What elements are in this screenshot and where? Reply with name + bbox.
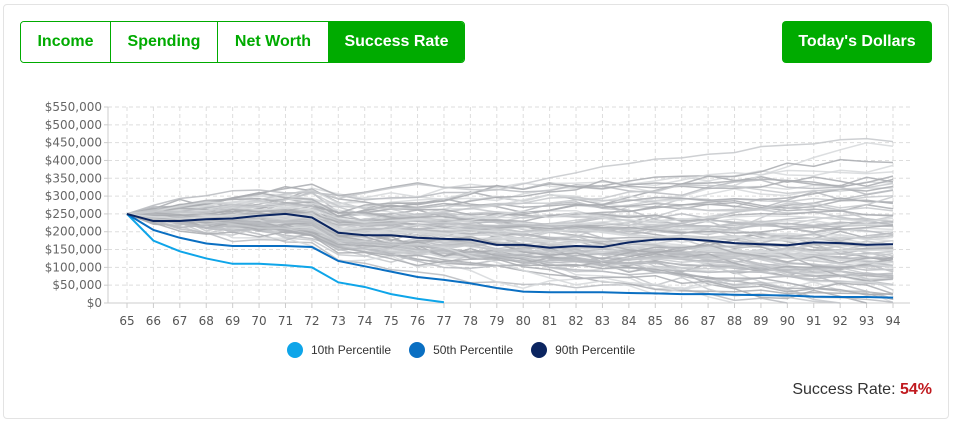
tab-income[interactable]: Income — [21, 22, 111, 62]
x-tick-label: 81 — [542, 314, 557, 328]
x-tick-label: 80 — [516, 314, 531, 328]
legend-swatch — [409, 342, 426, 358]
y-tick-label: $550,000 — [45, 100, 102, 114]
x-tick-label: 86 — [674, 314, 689, 328]
x-tick-label: 82 — [568, 314, 583, 328]
x-tick-label: 88 — [727, 314, 742, 328]
legend-swatch — [531, 342, 548, 358]
y-tick-label: $150,000 — [45, 243, 102, 257]
x-tick-label: 89 — [753, 314, 768, 328]
success-rate-chart: $0 $50,000 $100,000 $150,000 $200,000 $250,00… — [45, 100, 910, 328]
x-tick-label: 68 — [199, 314, 214, 328]
success-rate-summary: Success Rate: 54% — [792, 381, 932, 399]
simulation-line — [126, 137, 894, 215]
y-tick-label: $300,000 — [45, 189, 102, 203]
x-tick-label: 92 — [833, 314, 848, 328]
x-tick-label: 69 — [225, 314, 240, 328]
todays-dollars-button[interactable]: Today's Dollars — [782, 21, 932, 63]
x-tick-label: 84 — [621, 314, 636, 328]
x-tick-label: 77 — [436, 314, 451, 328]
x-tick-label: 93 — [859, 314, 874, 328]
simulation-line — [126, 201, 894, 242]
simulation-line — [126, 179, 894, 215]
simulation-line — [126, 213, 894, 269]
x-tick-label: 67 — [172, 314, 187, 328]
legend-label: 50th Percentile — [433, 343, 514, 357]
x-tick-label: 73 — [331, 314, 346, 328]
percentile-line-50th — [126, 213, 894, 299]
x-tick-label: 90 — [780, 314, 795, 328]
x-tick-label: 75 — [383, 314, 398, 328]
x-tick-label: 65 — [119, 314, 134, 328]
success-rate-label: Success Rate: — [792, 381, 896, 398]
y-tick-label: $0 — [87, 296, 102, 310]
x-tick-label: 78 — [463, 314, 478, 328]
x-tick-label: 94 — [885, 314, 900, 328]
simulation-line — [126, 208, 894, 224]
y-tick-label: $200,000 — [45, 225, 102, 239]
y-tick-label: $350,000 — [45, 171, 102, 185]
x-tick-label: 71 — [278, 314, 293, 328]
simulation-line — [126, 212, 894, 253]
y-tick-label: $250,000 — [45, 207, 102, 221]
y-tick-label: $400,000 — [45, 153, 102, 167]
simulation-line — [126, 202, 894, 232]
chart-legend: 10th Percentile 50th Percentile 90th Per… — [287, 342, 635, 358]
tab-net-worth[interactable]: Net Worth — [218, 22, 329, 62]
simulation-line — [126, 213, 894, 272]
legend-label: 90th Percentile — [555, 343, 636, 357]
simulation-line — [126, 206, 894, 226]
y-tick-label: $450,000 — [45, 136, 102, 150]
x-tick-label: 79 — [489, 314, 504, 328]
legend-item-10th[interactable]: 10th Percentile — [287, 342, 391, 358]
legend-swatch — [287, 342, 303, 358]
simulation-line — [126, 213, 894, 295]
tab-spending[interactable]: Spending — [111, 22, 218, 62]
x-tick-label: 74 — [357, 314, 372, 328]
simulation-line — [126, 213, 894, 251]
simulation-line — [126, 182, 894, 215]
percentile-line-10th — [126, 213, 445, 304]
simulation-line — [126, 212, 894, 234]
x-tick-label: 72 — [304, 314, 319, 328]
y-tick-label: $50,000 — [52, 278, 102, 292]
percentile-line-90th — [126, 212, 894, 249]
tab-success-rate[interactable]: Success Rate — [329, 22, 464, 62]
x-tick-label: 66 — [146, 314, 161, 328]
success-rate-value: 54% — [899, 381, 932, 398]
view-tabs: Income Spending Net Worth Success Rate — [20, 21, 465, 63]
legend-label: 10th Percentile — [311, 343, 392, 357]
legend-item-90th[interactable]: 90th Percentile — [531, 342, 635, 358]
x-tick-label: 70 — [251, 314, 266, 328]
simulation-line — [126, 213, 894, 303]
y-tick-label: $100,000 — [45, 260, 102, 274]
legend-item-50th[interactable]: 50th Percentile — [409, 342, 513, 358]
x-tick-label: 87 — [700, 314, 715, 328]
x-tick-label: 91 — [806, 314, 821, 328]
x-tick-label: 83 — [595, 314, 610, 328]
x-tick-label: 85 — [648, 314, 663, 328]
x-tick-label: 76 — [410, 314, 425, 328]
y-tick-label: $500,000 — [45, 118, 102, 132]
